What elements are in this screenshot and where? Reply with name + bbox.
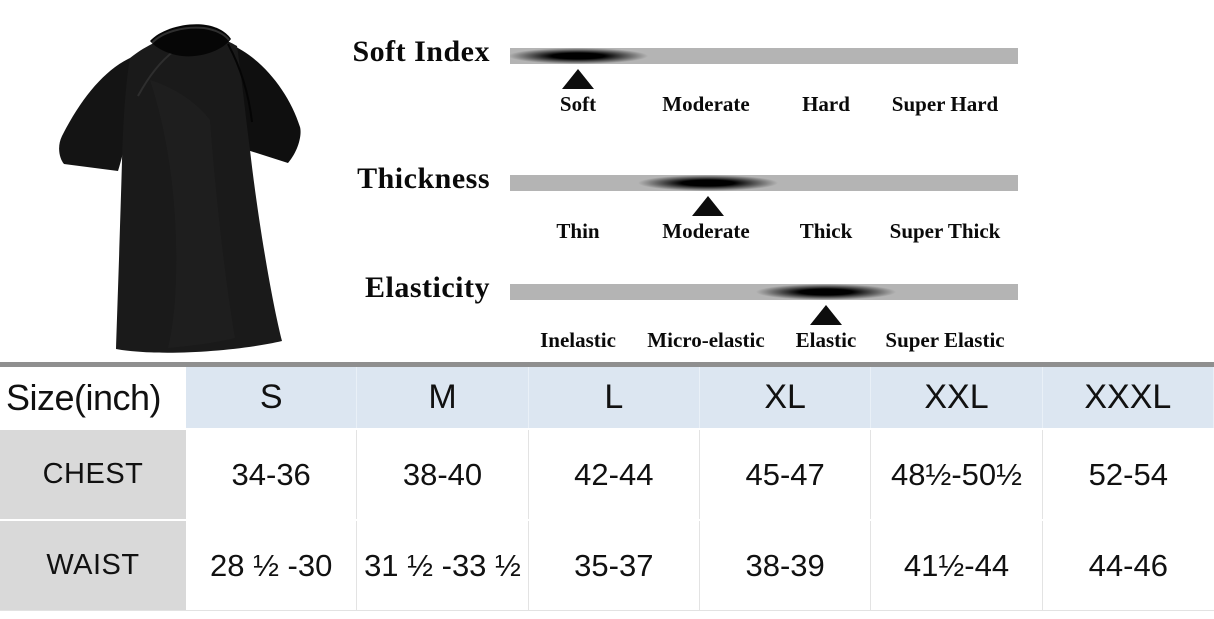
scale-highlight [638,175,778,191]
scale-option: Micro-elastic [647,328,765,352]
scale-elasticity: Elasticity Inelastic Micro-elastic Elast… [0,271,1214,366]
scale-title: Thickness [357,162,490,195]
size-chart-table: Size(inch) S M L XL XXL XXXL CHEST 34-36… [0,362,1214,611]
waist-xxl: 41½-44 [871,521,1043,610]
row-label-chest: CHEST [0,430,186,519]
column-header-l: L [528,367,700,428]
product-photo [0,0,340,362]
scale-option: Super Thick [889,219,1001,243]
scale-bar [510,175,1018,191]
scale-option: Thick [799,219,853,243]
chest-l: 42-44 [528,430,700,519]
chest-xxl: 48½-50½ [871,430,1043,519]
column-header-xxl: XXL [871,367,1043,428]
chest-m: 38-40 [357,430,529,519]
scale-marker-arrow-icon [692,196,724,216]
scale-option: Soft [559,92,597,116]
row-label-waist: WAIST [0,521,186,610]
scale-title: Elasticity [365,271,490,304]
scale-highlight [510,48,648,64]
scale-option: Super Elastic [885,328,1005,352]
chest-xxxl: 52-54 [1042,430,1214,519]
column-header-m: M [357,367,529,428]
column-header-s: S [186,367,358,428]
column-header-xl: XL [699,367,872,428]
scale-option: Hard [802,92,850,116]
waist-m: 31 ½ -33 ½ [357,521,529,610]
waist-l: 35-37 [528,521,700,610]
scale-bar [510,284,1018,300]
waist-xl: 38-39 [699,521,872,610]
waist-s: 28 ½ -30 [186,521,358,610]
scale-option: Moderate [662,219,750,243]
scale-title: Soft Index [352,35,490,68]
scale-thickness: Thickness Thin Moderate Thick Super Thic… [0,162,1214,257]
table-top-rule [0,362,1214,367]
scale-bar [510,48,1018,64]
scale-option: Moderate [662,92,750,116]
tshirt-illustration [59,24,301,353]
column-header-xxxl: XXXL [1042,367,1214,428]
waist-xxxl: 44-46 [1042,521,1214,610]
scale-highlight [756,284,896,300]
scale-option: Thin [556,219,600,243]
chest-s: 34-36 [186,430,358,519]
scale-soft-index: Soft Index Soft Moderate Hard Super Hard [0,35,1214,130]
scale-option: Inelastic [540,328,616,352]
table-corner-header: Size(inch) [0,367,186,428]
scale-marker-arrow-icon [562,69,594,89]
chest-xl: 45-47 [699,430,872,519]
scale-option: Elastic [795,328,857,352]
scale-marker-arrow-icon [810,305,842,325]
scale-option: Super Hard [891,92,999,116]
